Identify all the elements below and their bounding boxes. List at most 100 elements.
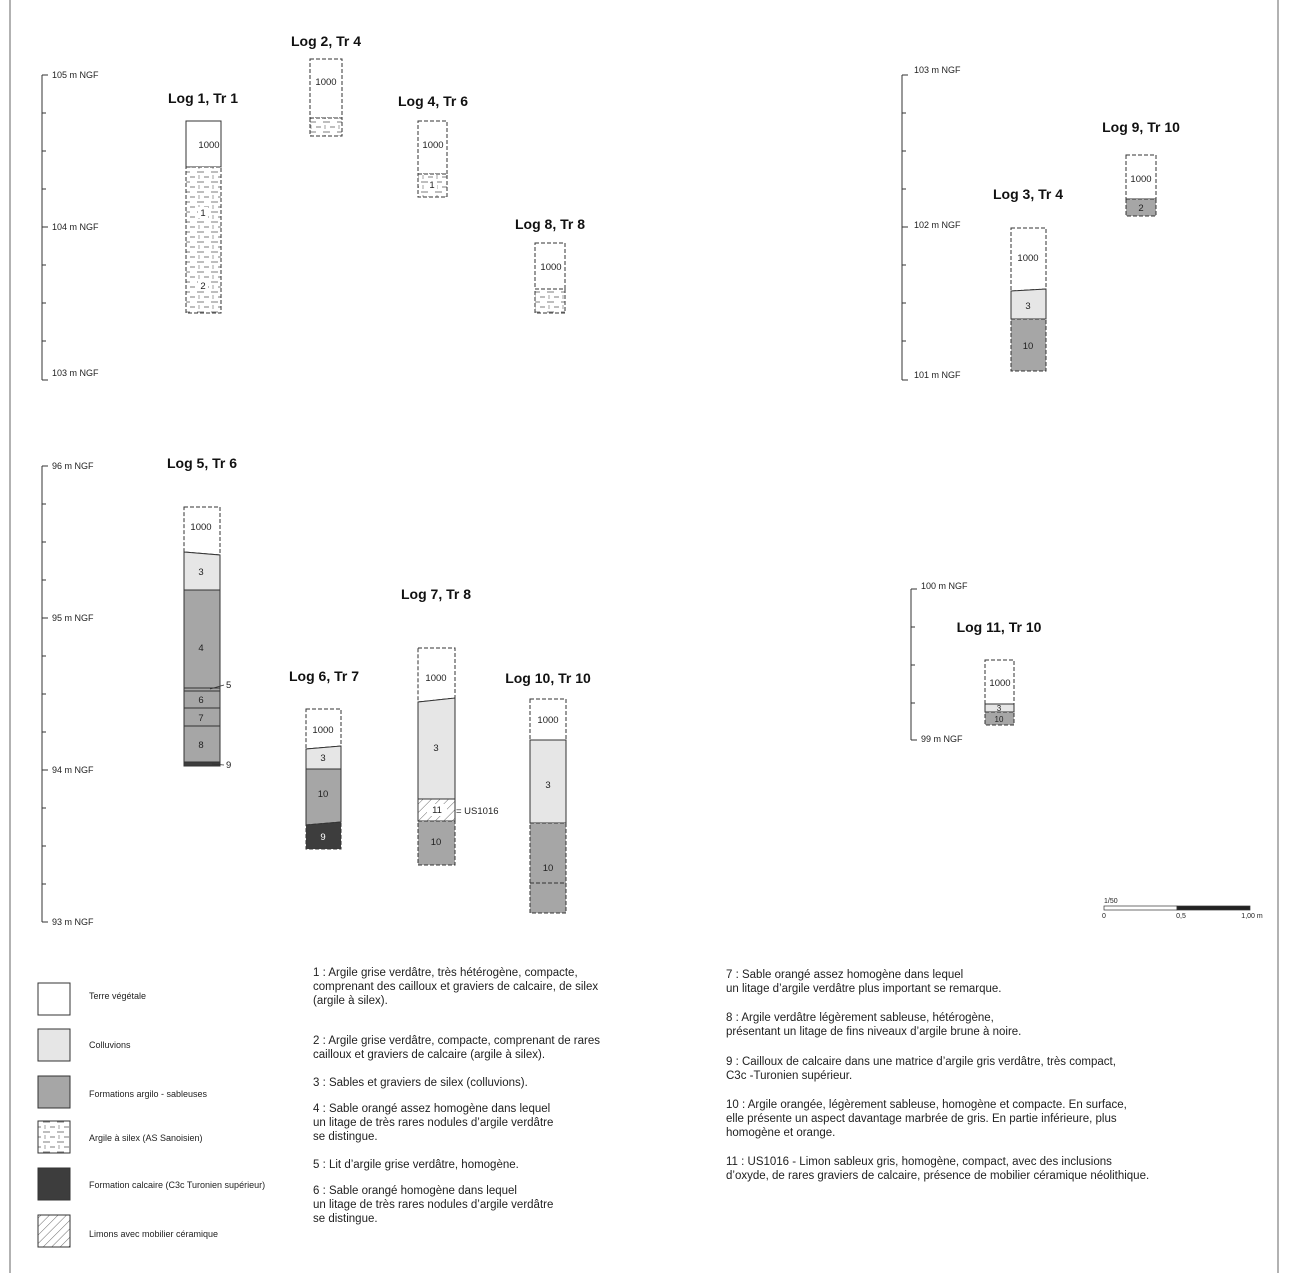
log-6-label-9: 9 [320,832,325,843]
description-3: 3 : Sables et graviers de silex (colluvi… [313,1077,528,1089]
log-4-title: Log 4, Tr 6 [398,93,468,109]
description-4: 4 : Sable orangé assez homogène dans leq… [313,1103,554,1143]
log-5-label-8: 8 [198,740,203,751]
log-10-unit-3 [529,739,567,824]
axis-label-103: 103 m NGF [52,368,99,378]
scale-tick-0: 0 [1102,913,1106,920]
legend-swatch-argilo-sableuses [37,1075,71,1109]
log-9-label-2: 2 [1138,203,1143,214]
legend-swatch-terre [37,982,71,1016]
log-5-title: Log 5, Tr 6 [167,455,237,471]
log-1-label-1000: 1000 [198,140,219,151]
log-11-unit-1000 [984,659,1015,705]
log-11-unit-10 [984,711,1015,726]
log-5-label-3: 3 [198,567,203,578]
log-4-label-1: 1 [429,180,434,191]
log-7-annotation: = US1016 [456,806,499,817]
log-10: Log 10, Tr 10 1000 3 10 [505,670,591,914]
log-8-label-1000: 1000 [540,262,561,273]
legend: Terre végétale Colluvions Formations arg… [37,982,265,1248]
log-8-unit-1000 [534,242,566,290]
log-8-unit-silex [534,288,566,314]
log-11-label-1000: 1000 [989,678,1010,689]
axis-label-96: 96 m NGF [52,461,94,471]
log-8-title: Log 8, Tr 8 [515,216,585,232]
legend-swatch-argile-silex [37,1120,71,1154]
axis-label-104: 104 m NGF [52,222,99,232]
log-3-label-3: 3 [1025,301,1030,312]
log-1-label-2: 2 [200,281,205,292]
description-11: 11 : US1016 - Limon sableux gris, homogè… [726,1156,1150,1182]
log-3-label-10: 10 [1023,341,1034,352]
log-10-title: Log 10, Tr 10 [505,670,591,686]
axis-label-105: 105 m NGF [52,70,99,80]
log-5-label-9: 9 [226,760,231,771]
log-7-label-3: 3 [433,743,438,754]
legend-swatch-limons [37,1214,71,1248]
description-2: 2 : Argile grise verdâtre, compacte, com… [313,1035,601,1061]
log-10-label-10: 10 [543,863,554,874]
axis-label-99: 99 m NGF [921,734,963,744]
legend-label-limons: Limons avec mobilier céramique [89,1229,218,1239]
axis-label-95: 95 m NGF [52,613,94,623]
description-9: 9 : Cailloux de calcaire dans une matric… [726,1056,1116,1082]
legend-label-terre: Terre végétale [89,991,146,1001]
scale-title: 1/50 [1104,898,1118,905]
log-2-title: Log 2, Tr 4 [291,33,361,49]
log-10-unit-1000 [529,698,567,741]
log-3-unit-10 [1010,318,1047,372]
description-7: 7 : Sable orangé assez homogène dans leq… [726,969,1002,995]
log-5: Log 5, Tr 6 1000 3 4 5 6 7 8 9 [167,455,237,771]
log-3-label-1000: 1000 [1017,253,1038,264]
log-5-label-5: 5 [226,680,231,691]
log-7-label-1000: 1000 [425,673,446,684]
scale-bar: 1/50 0 0,5 1,00 m [1102,898,1263,920]
legend-label-calcaire: Formation calcaire (C3c Turonien supérie… [89,1180,265,1190]
log-5-label-1000: 1000 [190,522,211,533]
log-11: Log 11, Tr 10 1000 3 10 [957,619,1042,726]
log-3-title: Log 3, Tr 4 [993,186,1063,202]
log-11-label-10: 10 [995,715,1004,724]
legend-label-argile-silex: Argile à silex (AS Sanoisien) [89,1133,203,1143]
log-10-label-3: 3 [545,780,550,791]
log-4: Log 4, Tr 6 1000 1 [398,93,468,198]
legend-swatch-calcaire [37,1167,71,1201]
panel-3-axis: 96 m NGF 95 m NGF 94 m NGF 93 m NGF [41,461,94,927]
log-6-label-10: 10 [318,789,329,800]
log-2-unit-silex [309,117,343,137]
panel-4-axis: 100 m NGF 99 m NGF [910,581,968,744]
legend-label-colluvions: Colluvions [89,1040,131,1050]
log-6-title: Log 6, Tr 7 [289,668,359,684]
log-6: Log 6, Tr 7 1000 3 10 9 [289,668,359,850]
log-9-unit-1000 [1125,154,1157,200]
log-10-unit-10 [529,822,567,914]
log-5-label-6: 6 [198,695,203,706]
log-5-unit-8 [183,725,221,763]
legend-swatch-colluvions [37,1028,71,1062]
log-5-label-7: 7 [198,713,203,724]
log-5-unit-9 [183,761,221,767]
log-6-label-3: 3 [320,753,325,764]
log-10-label-1000: 1000 [537,715,558,726]
panel-2-axis: 103 m NGF 102 m NGF 101 m NGF [901,65,961,381]
axis-label-102: 102 m NGF [914,220,961,230]
panel-1-axis: 105 m NGF 104 m NGF 103 m NGF [41,70,99,381]
log-7: Log 7, Tr 8 1000 3 11 10 = US1016 [401,586,499,866]
log-7-label-11: 11 [432,805,442,816]
log-1-title: Log 1, Tr 1 [168,90,238,106]
scale-tick-1: 1,00 m [1241,913,1263,920]
description-5: 5 : Lit d’argile grise verdâtre, homogèn… [313,1159,519,1171]
log-8: Log 8, Tr 8 1000 [515,216,585,314]
log-6-unit-9 [305,821,342,850]
log-2-label-1000: 1000 [315,77,336,88]
log-9: Log 9, Tr 10 1000 2 [1102,119,1180,217]
description-10: 10 : Argile orangée, légèrement sableuse… [726,1099,1127,1139]
axis-label-101: 101 m NGF [914,370,961,380]
log-5-unit-4 [183,589,221,689]
axis-label-93: 93 m NGF [52,917,94,927]
log-7-title: Log 7, Tr 8 [401,586,471,602]
axis-label-94: 94 m NGF [52,765,94,775]
log-6-label-1000: 1000 [312,725,333,736]
